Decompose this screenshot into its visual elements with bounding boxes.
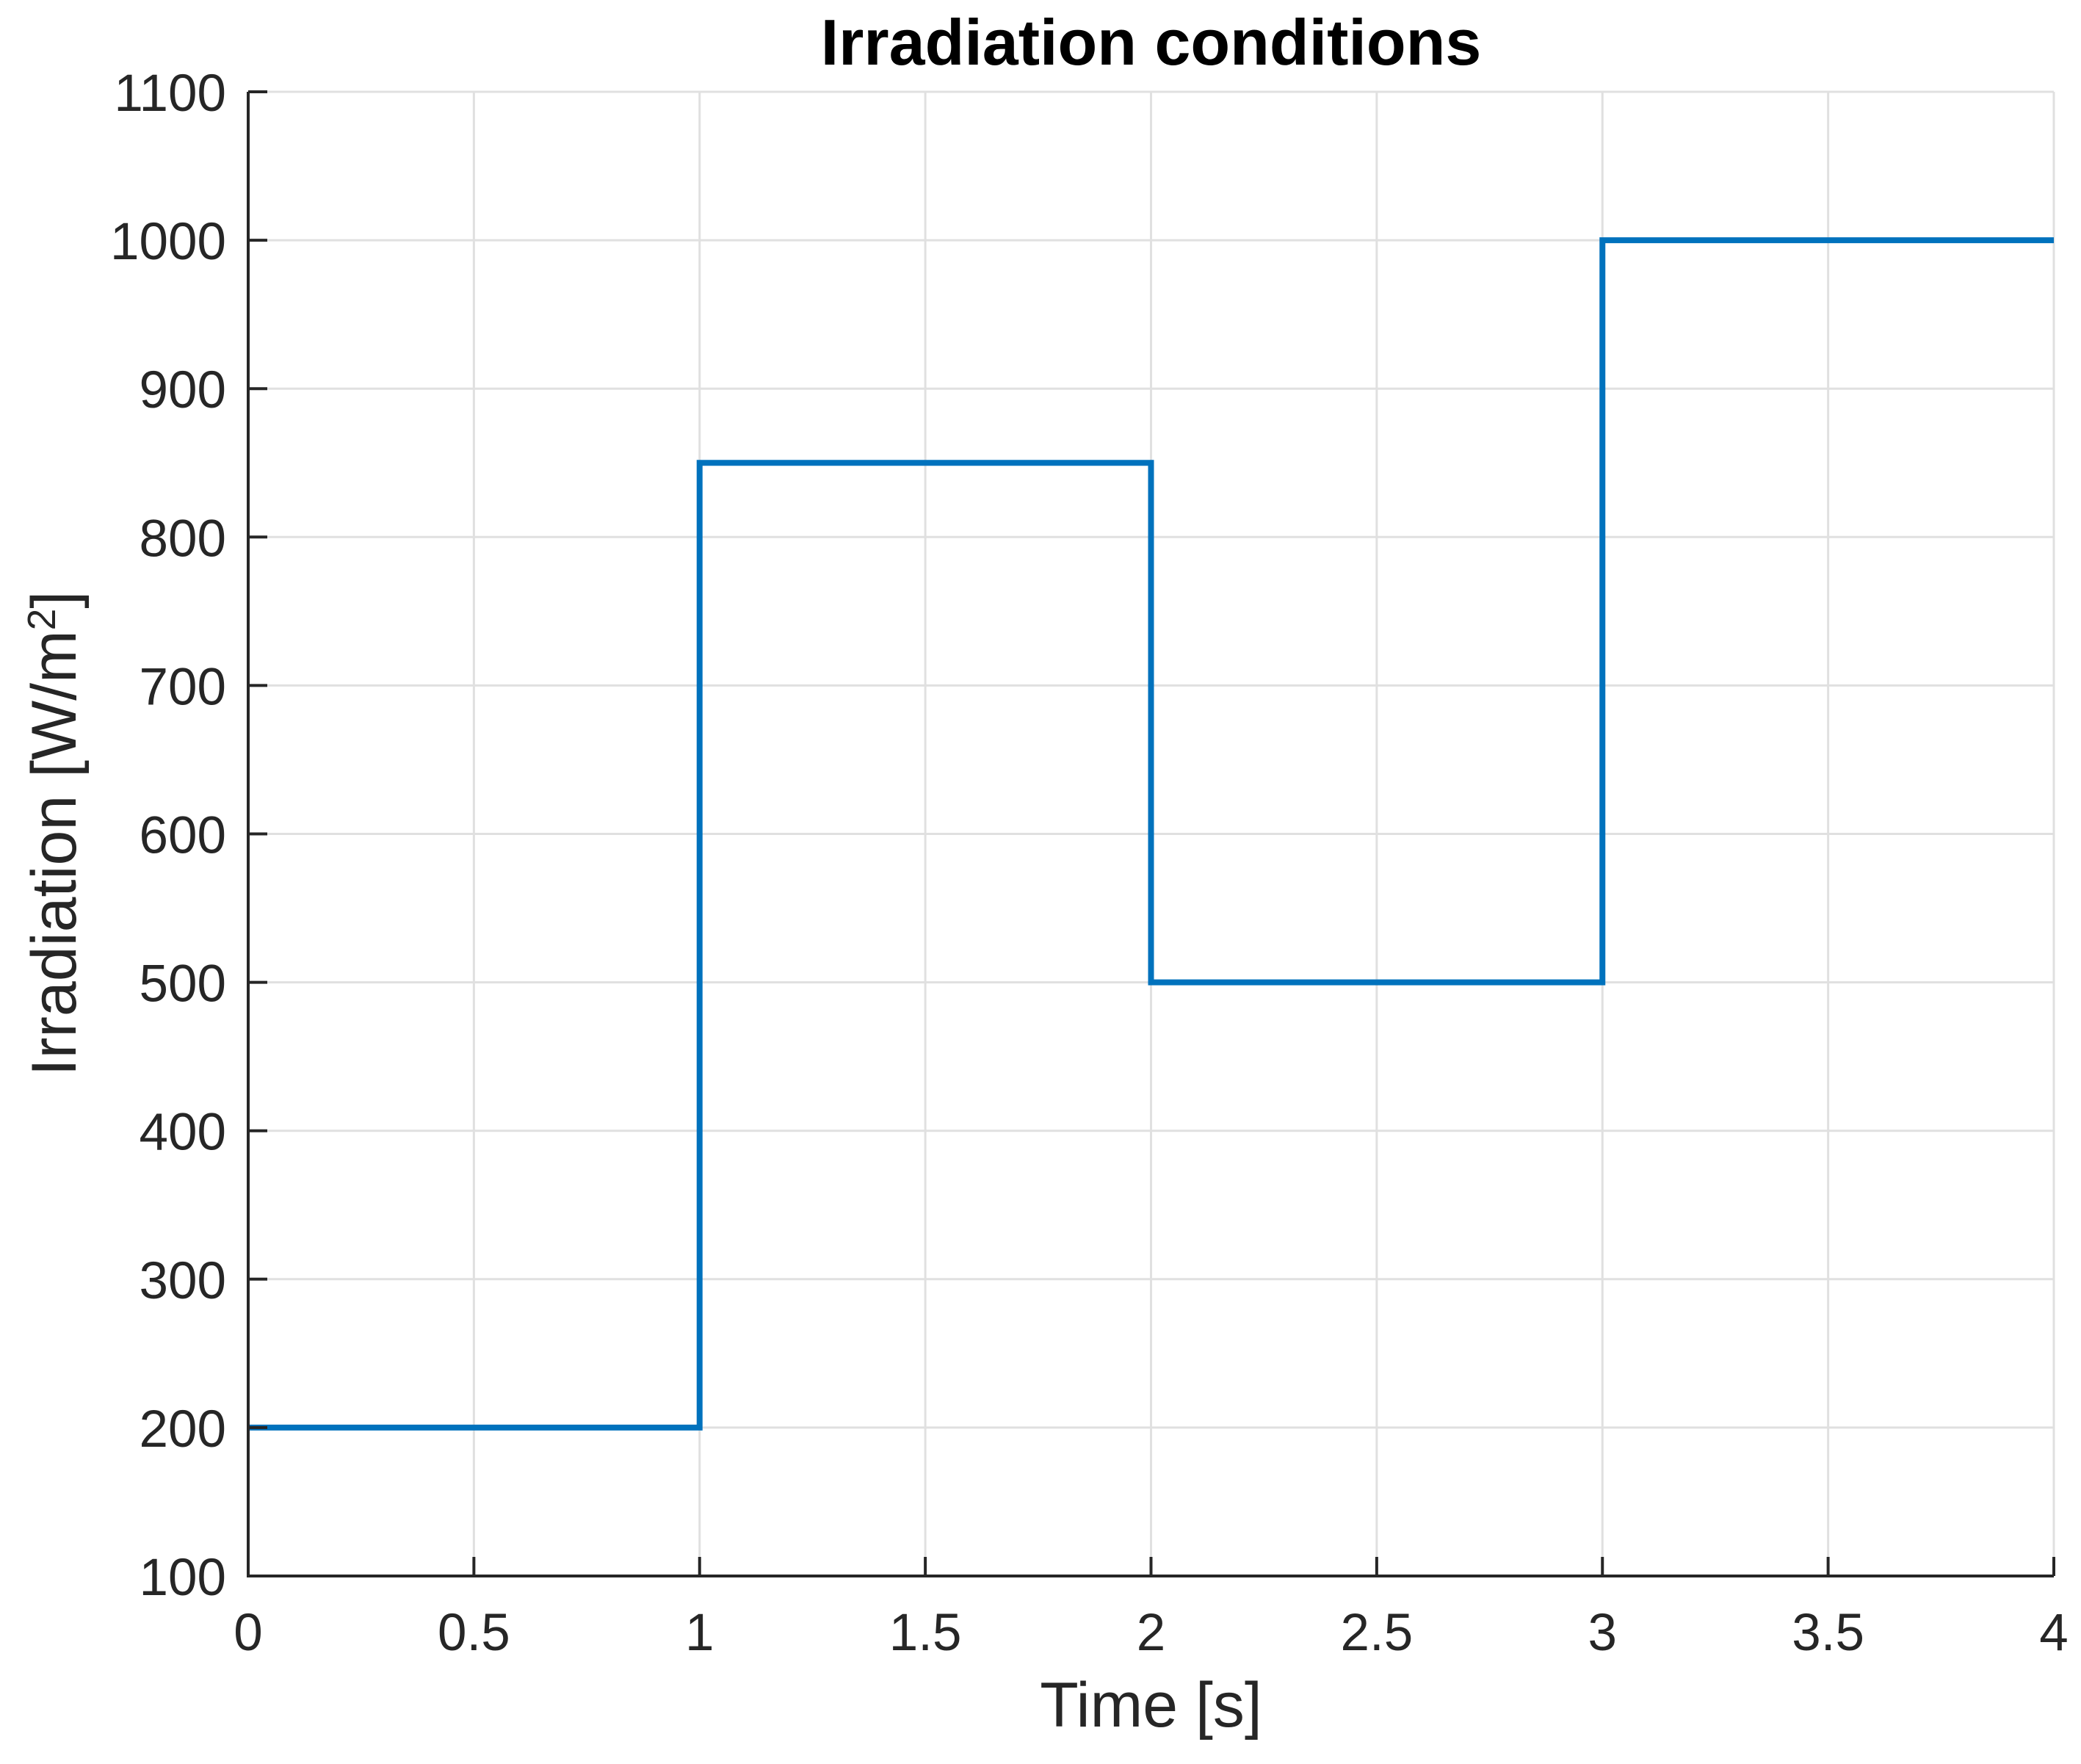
irradiation-step-line <box>248 237 2054 1431</box>
x-tick-label: 0.5 <box>438 1604 510 1662</box>
y-axis-label-superscript: 2 <box>21 608 65 631</box>
y-tick-label: 1100 <box>114 65 226 123</box>
chart-title: Irradiation conditions <box>820 6 1482 79</box>
y-tick-label: 900 <box>140 361 226 419</box>
y-axis-label-pre: Irradiation [W/m <box>19 630 90 1077</box>
x-tick-label: 0 <box>234 1604 263 1662</box>
x-tick-label: 3 <box>1588 1604 1618 1662</box>
x-tick-label: 2 <box>1137 1604 1166 1662</box>
x-tick-label: 4 <box>2039 1604 2069 1662</box>
y-tick-label: 600 <box>140 807 226 865</box>
y-tick-label: 100 <box>140 1549 226 1607</box>
y-axis-label: Irradiation [W/m2] <box>14 466 95 1201</box>
x-tick-label: 2.5 <box>1341 1604 1414 1662</box>
y-tick-label: 200 <box>140 1400 226 1458</box>
x-tick-label: 1 <box>685 1604 714 1662</box>
y-tick-label: 500 <box>140 955 226 1013</box>
y-tick-label: 400 <box>140 1104 226 1162</box>
y-tick-label: 1000 <box>110 213 226 271</box>
y-tick-label: 700 <box>140 658 226 716</box>
y-axis-label-post: ] <box>19 590 90 609</box>
x-tick-label: 1.5 <box>889 1604 962 1662</box>
x-axis-label: Time [s] <box>1040 1670 1262 1740</box>
y-tick-label: 300 <box>140 1252 226 1310</box>
x-tick-label: 3.5 <box>1792 1604 1864 1662</box>
y-tick-label: 800 <box>140 510 226 568</box>
